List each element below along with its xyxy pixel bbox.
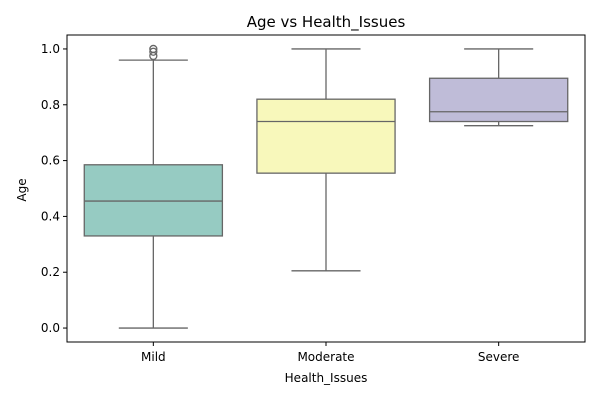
y-axis-title: Age (15, 178, 29, 201)
outlier-point (149, 47, 158, 56)
chart-title: Age vs Health_Issues (247, 13, 406, 32)
x-tick-label: Severe (478, 350, 520, 364)
box-group-mild (83, 44, 224, 329)
y-tick-label: 1.0 (41, 42, 60, 56)
box-iqr (428, 77, 569, 123)
box-iqr (256, 98, 396, 174)
outlier-point (149, 44, 158, 54)
box-iqr (83, 164, 224, 237)
y-axis: 0.0 0.2 0.4 0.6 0.8 1.0 (41, 42, 67, 335)
y-tick-label: 0.0 (41, 321, 60, 335)
x-tick-label: Moderate (297, 350, 354, 364)
box-group-severe (428, 48, 569, 127)
y-tick-label: 0.6 (41, 154, 60, 168)
y-tick-label: 0.2 (41, 265, 60, 279)
y-tick-label: 0.4 (41, 209, 60, 223)
x-axis: Mild Moderate Severe (141, 342, 519, 364)
y-tick-label: 0.8 (41, 98, 60, 112)
x-tick-label: Mild (141, 350, 166, 364)
plot-area (83, 44, 569, 329)
x-axis-title: Health_Issues (285, 371, 368, 385)
box-group-moderate (256, 48, 396, 272)
